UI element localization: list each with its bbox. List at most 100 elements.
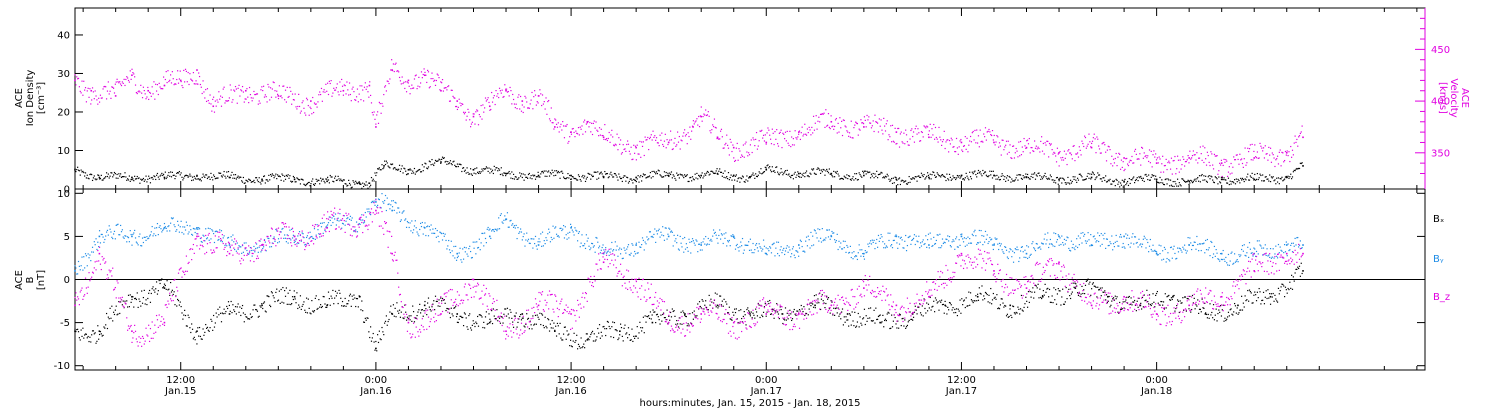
density-sample [748, 177, 749, 178]
bx-sample [762, 316, 763, 317]
velocity-sample [1095, 138, 1096, 139]
bx-sample [859, 326, 860, 327]
bx-sample [603, 326, 604, 327]
density-sample [373, 179, 374, 180]
velocity-sample [188, 72, 189, 73]
velocity-sample [791, 136, 792, 137]
velocity-sample [1214, 154, 1215, 155]
velocity-sample [931, 128, 932, 129]
density-point [383, 165, 385, 167]
velocity-sample [488, 102, 489, 103]
density-sample [1086, 178, 1087, 179]
density-sample [704, 173, 705, 174]
velocity-sample [710, 132, 711, 133]
density-sample [1105, 175, 1106, 176]
bx-sample [1038, 297, 1039, 298]
density-sample [1127, 181, 1128, 182]
velocity-sample [1288, 155, 1289, 156]
by-sample [243, 252, 244, 253]
velocity-sample [305, 115, 306, 116]
velocity-sample [200, 84, 201, 85]
density-sample [1129, 178, 1130, 179]
density-tick-label: 40 [57, 30, 70, 41]
bx-sample [756, 311, 757, 312]
density-sample [578, 174, 579, 175]
velocity-sample [637, 145, 638, 146]
velocity-sample [173, 78, 174, 79]
velocity-sample [1062, 157, 1063, 158]
velocity-sample [324, 89, 325, 90]
density-sample [738, 177, 739, 178]
density-sample [989, 171, 990, 172]
velocity-sample [1190, 159, 1191, 160]
velocity-sample [1178, 160, 1179, 161]
density-point [538, 175, 540, 177]
density-sample [1014, 180, 1015, 181]
bx-sample [445, 310, 446, 311]
velocity-sample [289, 87, 290, 88]
bx-sample [451, 308, 452, 309]
density-sample [348, 180, 349, 181]
density-sample [616, 177, 617, 178]
density-sample [753, 175, 754, 176]
density-sample [381, 169, 382, 170]
velocity-sample [968, 145, 969, 146]
density-sample [124, 176, 125, 177]
bx-sample [1078, 295, 1079, 296]
density-sample [472, 175, 473, 176]
density-sample [545, 176, 546, 177]
velocity-sample [1209, 165, 1210, 166]
bx-sample [1173, 295, 1174, 296]
bx-sample [123, 300, 124, 301]
density-sample [922, 175, 923, 176]
density-sample [1187, 181, 1188, 182]
density-sample [895, 177, 896, 178]
velocity-sample [1160, 172, 1161, 173]
density-sample [268, 175, 269, 176]
bx-sample [1221, 315, 1222, 316]
density-sample [659, 174, 660, 175]
bx-sample [400, 317, 401, 318]
velocity-sample [850, 137, 851, 138]
velocity-sample [531, 100, 532, 101]
velocity-sample [316, 103, 317, 104]
velocity-sample [130, 70, 131, 71]
bx-sample [1053, 287, 1054, 288]
bx-point [294, 296, 296, 298]
density-sample [1259, 177, 1260, 178]
by-sample [123, 236, 124, 237]
by-sample [174, 224, 175, 225]
bx-sample [865, 324, 866, 325]
by-sample [187, 225, 188, 226]
by-sample [106, 231, 107, 232]
velocity-sample [208, 100, 209, 101]
velocity-sample [1101, 152, 1102, 153]
velocity-sample [816, 115, 817, 116]
bx-sample [675, 324, 676, 325]
density-sample [686, 175, 687, 176]
velocity-sample [847, 132, 848, 133]
velocity-sample [846, 130, 847, 131]
bx-sample [1070, 298, 1071, 299]
velocity-sample [405, 81, 406, 82]
velocity-sample [212, 99, 213, 100]
bx-sample [1153, 302, 1154, 303]
velocity-sample [429, 87, 430, 88]
velocity-sample [604, 124, 605, 125]
velocity-sample [567, 143, 568, 144]
velocity-sample [692, 126, 693, 127]
velocity-sample [278, 98, 279, 99]
velocity-sample [1233, 156, 1234, 157]
density-sample [627, 177, 628, 178]
density-sample [1107, 181, 1108, 182]
velocity-sample [271, 97, 272, 98]
by-sample [401, 219, 402, 220]
density-sample [1081, 176, 1082, 177]
density-sample [940, 176, 941, 177]
bx-sample [219, 307, 220, 308]
density-sample [98, 175, 99, 176]
density-sample [581, 181, 582, 182]
density-sample [1114, 180, 1115, 181]
density-sample [1223, 179, 1224, 180]
by-sample [386, 210, 387, 211]
